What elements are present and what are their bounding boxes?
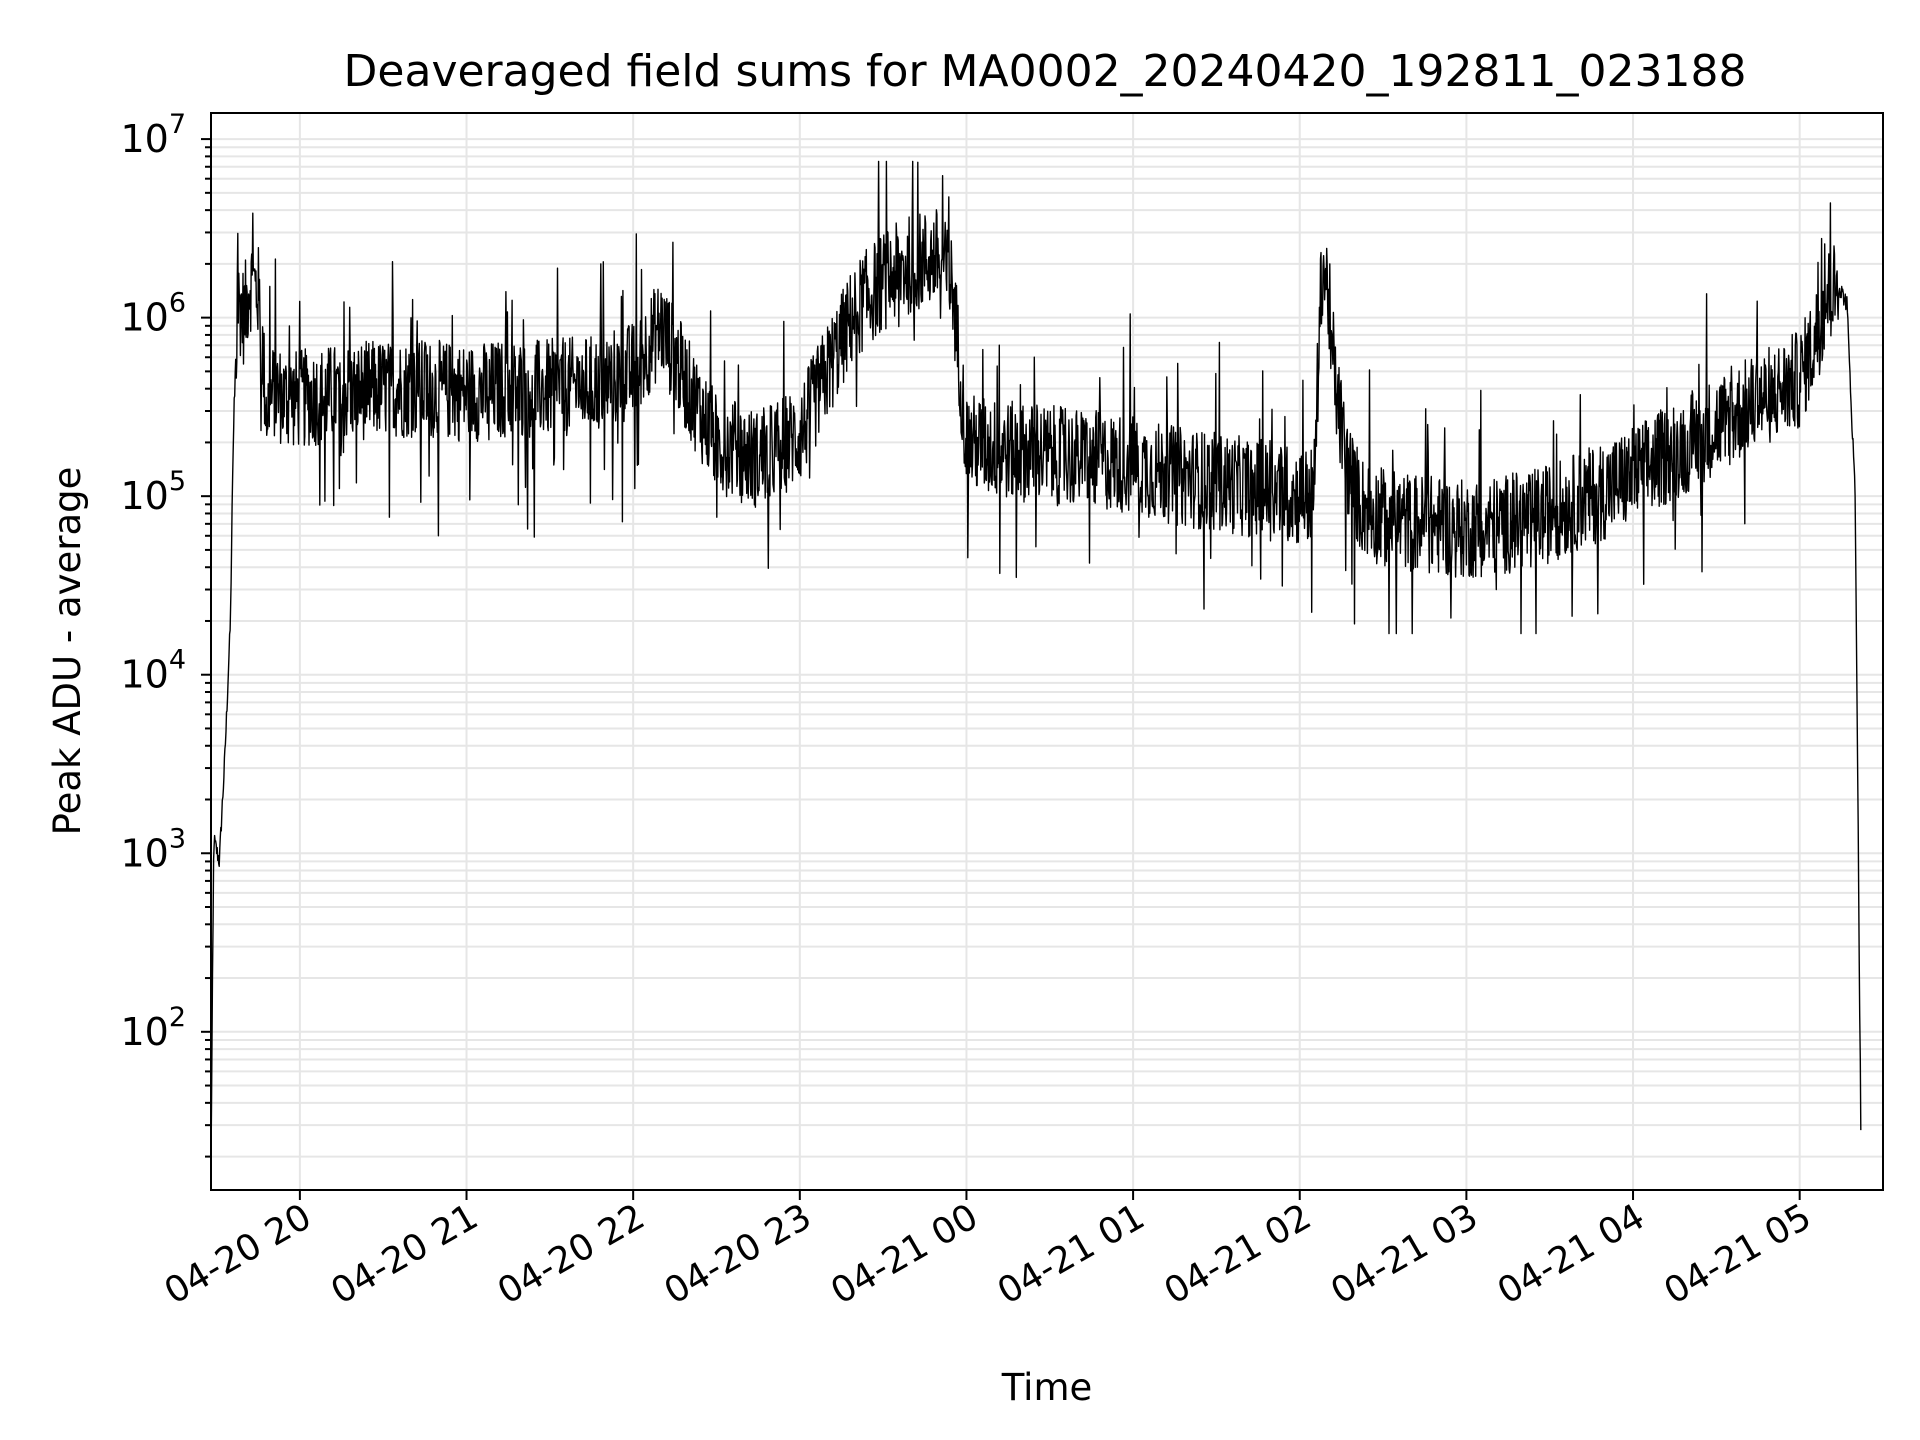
series-group [210,160,1862,1163]
grid [211,113,1883,1190]
chart-title: Deaveraged field sums for MA0002_2024042… [344,46,1747,97]
x-axis-label: Time [1001,1366,1093,1409]
y-tick-label: 105 [120,466,186,518]
y-tick-label: 107 [120,109,186,161]
y-tick-label: 106 [120,288,186,340]
y-tick-label: 102 [120,1002,186,1054]
y-axis-label: Peak ADU - average [46,467,89,836]
plot-frame [210,112,1884,1191]
y-axis: 102 103 104 105 106 107 [120,109,211,1158]
series-line [210,160,1862,1163]
y-tick-label: 103 [120,823,186,875]
y-tick-label: 104 [120,645,186,697]
